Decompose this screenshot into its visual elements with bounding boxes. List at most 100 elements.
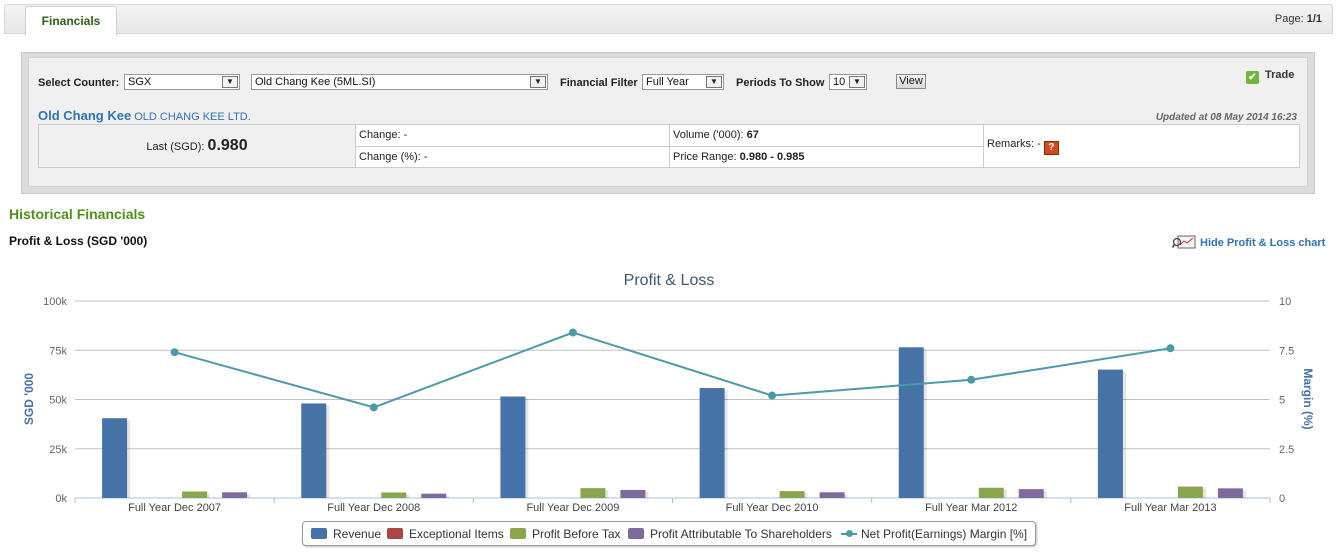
select-counter-label: Select Counter: xyxy=(38,77,120,89)
legend-item-margin[interactable]: Net Profit(Earnings) Margin [%] xyxy=(841,527,1027,541)
margin-line xyxy=(174,331,1171,409)
legend-item-exceptional[interactable]: Exceptional Items xyxy=(387,527,504,541)
bar xyxy=(301,403,327,498)
margin-point xyxy=(170,348,179,357)
bar xyxy=(580,488,606,498)
hide-chart-label: Hide Profit & Loss chart xyxy=(1200,237,1326,249)
y-tick-label: 0k xyxy=(55,493,67,505)
legend-label: Revenue xyxy=(333,527,382,541)
margin-point xyxy=(768,391,777,400)
y-tick-label: 50k xyxy=(49,395,67,407)
legend-item-revenue[interactable]: Revenue xyxy=(311,527,381,541)
financial-filter-select[interactable]: Full Year ▼ xyxy=(642,74,724,90)
financial-filter-label: Financial Filter xyxy=(560,77,638,89)
periods-select[interactable]: 10 ▼ xyxy=(829,74,867,90)
periods-value: 10 xyxy=(833,76,846,88)
page-value: 1/1 xyxy=(1306,13,1322,25)
bar xyxy=(1097,369,1123,498)
hide-chart-link[interactable]: Hide Profit & Loss chart xyxy=(1172,235,1325,249)
tab-financials[interactable]: Financials xyxy=(25,6,117,36)
y-tick-label: 100k xyxy=(43,296,67,308)
y2-tick-label: 10 xyxy=(1279,296,1291,308)
chart-margin-line xyxy=(170,328,1175,412)
change-label: Change: xyxy=(359,129,401,142)
y2-axis-label: Margin (%) xyxy=(1301,368,1315,429)
chart-grid xyxy=(74,300,1271,503)
chevron-down-icon: ▼ xyxy=(222,76,238,88)
legend-label: Net Profit(Earnings) Margin [%] xyxy=(861,527,1028,541)
profit-loss-title: Profit & Loss (SGD '000) xyxy=(9,234,148,248)
last-price-cell: Last (SGD): 0.980 xyxy=(38,124,356,168)
legend-line-swatch xyxy=(841,528,857,539)
legend-label: Profit Before Tax xyxy=(532,527,621,541)
change-pct-label: Change (%): xyxy=(359,150,421,163)
legend-swatch xyxy=(628,528,644,539)
x-tick-label: Full Year Dec 2008 xyxy=(327,502,420,514)
price-range-value: 0.980 - 0.985 xyxy=(739,150,805,163)
updated-timestamp: Updated at 08 May 2014 16:23 xyxy=(1155,112,1297,123)
last-value: 0.980 xyxy=(207,137,248,154)
chart-bars xyxy=(102,347,1246,498)
x-tick-label: Full Year Dec 2007 xyxy=(128,502,221,514)
margin-point xyxy=(967,375,976,384)
chevron-down-icon: ▼ xyxy=(530,76,546,88)
volume-value: 67 xyxy=(746,129,759,142)
margin-point xyxy=(1166,344,1175,353)
x-tick-label: Full Year Mar 2012 xyxy=(925,502,1017,514)
legend-item-attributable[interactable]: Profit Attributable To Shareholders xyxy=(628,527,832,541)
remarks-label: Remarks: xyxy=(987,137,1035,150)
company-full-name: OLD CHANG KEE LTD. xyxy=(134,111,251,123)
bar xyxy=(182,491,208,498)
legend-swatch xyxy=(510,528,526,539)
change-value: - xyxy=(403,129,408,142)
company-name: Old Chang Kee OLD CHANG KEE LTD. xyxy=(38,108,251,123)
bar xyxy=(102,418,128,498)
bar xyxy=(1217,488,1243,498)
chart-legend: Revenue Exceptional Items Profit Before … xyxy=(302,521,1036,546)
volume-label: Volume ('000): xyxy=(673,129,744,142)
x-tick-label: Full Year Mar 2013 xyxy=(1124,502,1216,514)
legend-label: Profit Attributable To Shareholders xyxy=(650,527,832,541)
chart-zoom-icon xyxy=(1172,235,1196,249)
company-short-name: Old Chang Kee xyxy=(38,108,132,123)
counter-panel: Select Counter: SGX ▼ Old Chang Kee (5ML… xyxy=(21,52,1315,194)
y-tick-label: 25k xyxy=(49,444,67,456)
chevron-down-icon: ▼ xyxy=(706,76,722,88)
bar xyxy=(978,487,1004,498)
remarks-cell: Remarks: - ? xyxy=(983,124,1300,168)
exchange-value: SGX xyxy=(128,76,152,88)
last-label: Last (SGD): xyxy=(146,141,205,153)
view-button[interactable]: View xyxy=(896,74,926,89)
y2-tick-label: 0 xyxy=(1279,493,1285,505)
page-indicator: Page: 1/1 xyxy=(1275,13,1322,25)
volume-cell: Volume ('000): 67 xyxy=(669,124,984,147)
counter-select[interactable]: Old Chang Kee (5ML.SI) ▼ xyxy=(251,74,548,90)
trade-label: Trade xyxy=(1265,69,1295,81)
bar xyxy=(898,347,924,498)
chevron-down-icon: ▼ xyxy=(849,76,865,88)
exchange-select[interactable]: SGX ▼ xyxy=(124,74,240,90)
trade-button[interactable]: ✔ Trade xyxy=(1246,69,1294,84)
legend-item-pbt[interactable]: Profit Before Tax xyxy=(510,527,621,541)
legend-swatch xyxy=(387,528,403,539)
historical-financials-heading: Historical Financials xyxy=(9,206,146,222)
margin-point xyxy=(369,403,378,412)
y-tick-label: 75k xyxy=(49,345,67,357)
quote-table: Last (SGD): 0.980 Change: - Volume ('000… xyxy=(38,124,1300,168)
x-tick-label: Full Year Dec 2009 xyxy=(526,502,619,514)
bar xyxy=(699,388,725,498)
y-axis-label: SGD '000 xyxy=(22,373,36,426)
margin-point xyxy=(568,328,577,337)
bar xyxy=(381,492,407,498)
price-range-cell: Price Range: 0.980 - 0.985 xyxy=(669,145,984,168)
price-range-label: Price Range: xyxy=(673,150,737,163)
profit-loss-chart: Profit & Loss SGD '000 Margin (%) 0k 25k 5… xyxy=(22,272,1315,514)
checkmark-icon: ✔ xyxy=(1246,71,1259,84)
change-pct-cell: Change (%): - xyxy=(355,145,670,168)
page-label: Page: xyxy=(1274,13,1304,25)
help-icon[interactable]: ? xyxy=(1043,140,1059,155)
bar xyxy=(819,492,845,498)
x-tick-label: Full Year Dec 2010 xyxy=(726,502,819,514)
counter-panel-inner: Select Counter: SGX ▼ Old Chang Kee (5ML… xyxy=(28,57,1308,187)
financial-filter-value: Full Year xyxy=(646,76,689,88)
